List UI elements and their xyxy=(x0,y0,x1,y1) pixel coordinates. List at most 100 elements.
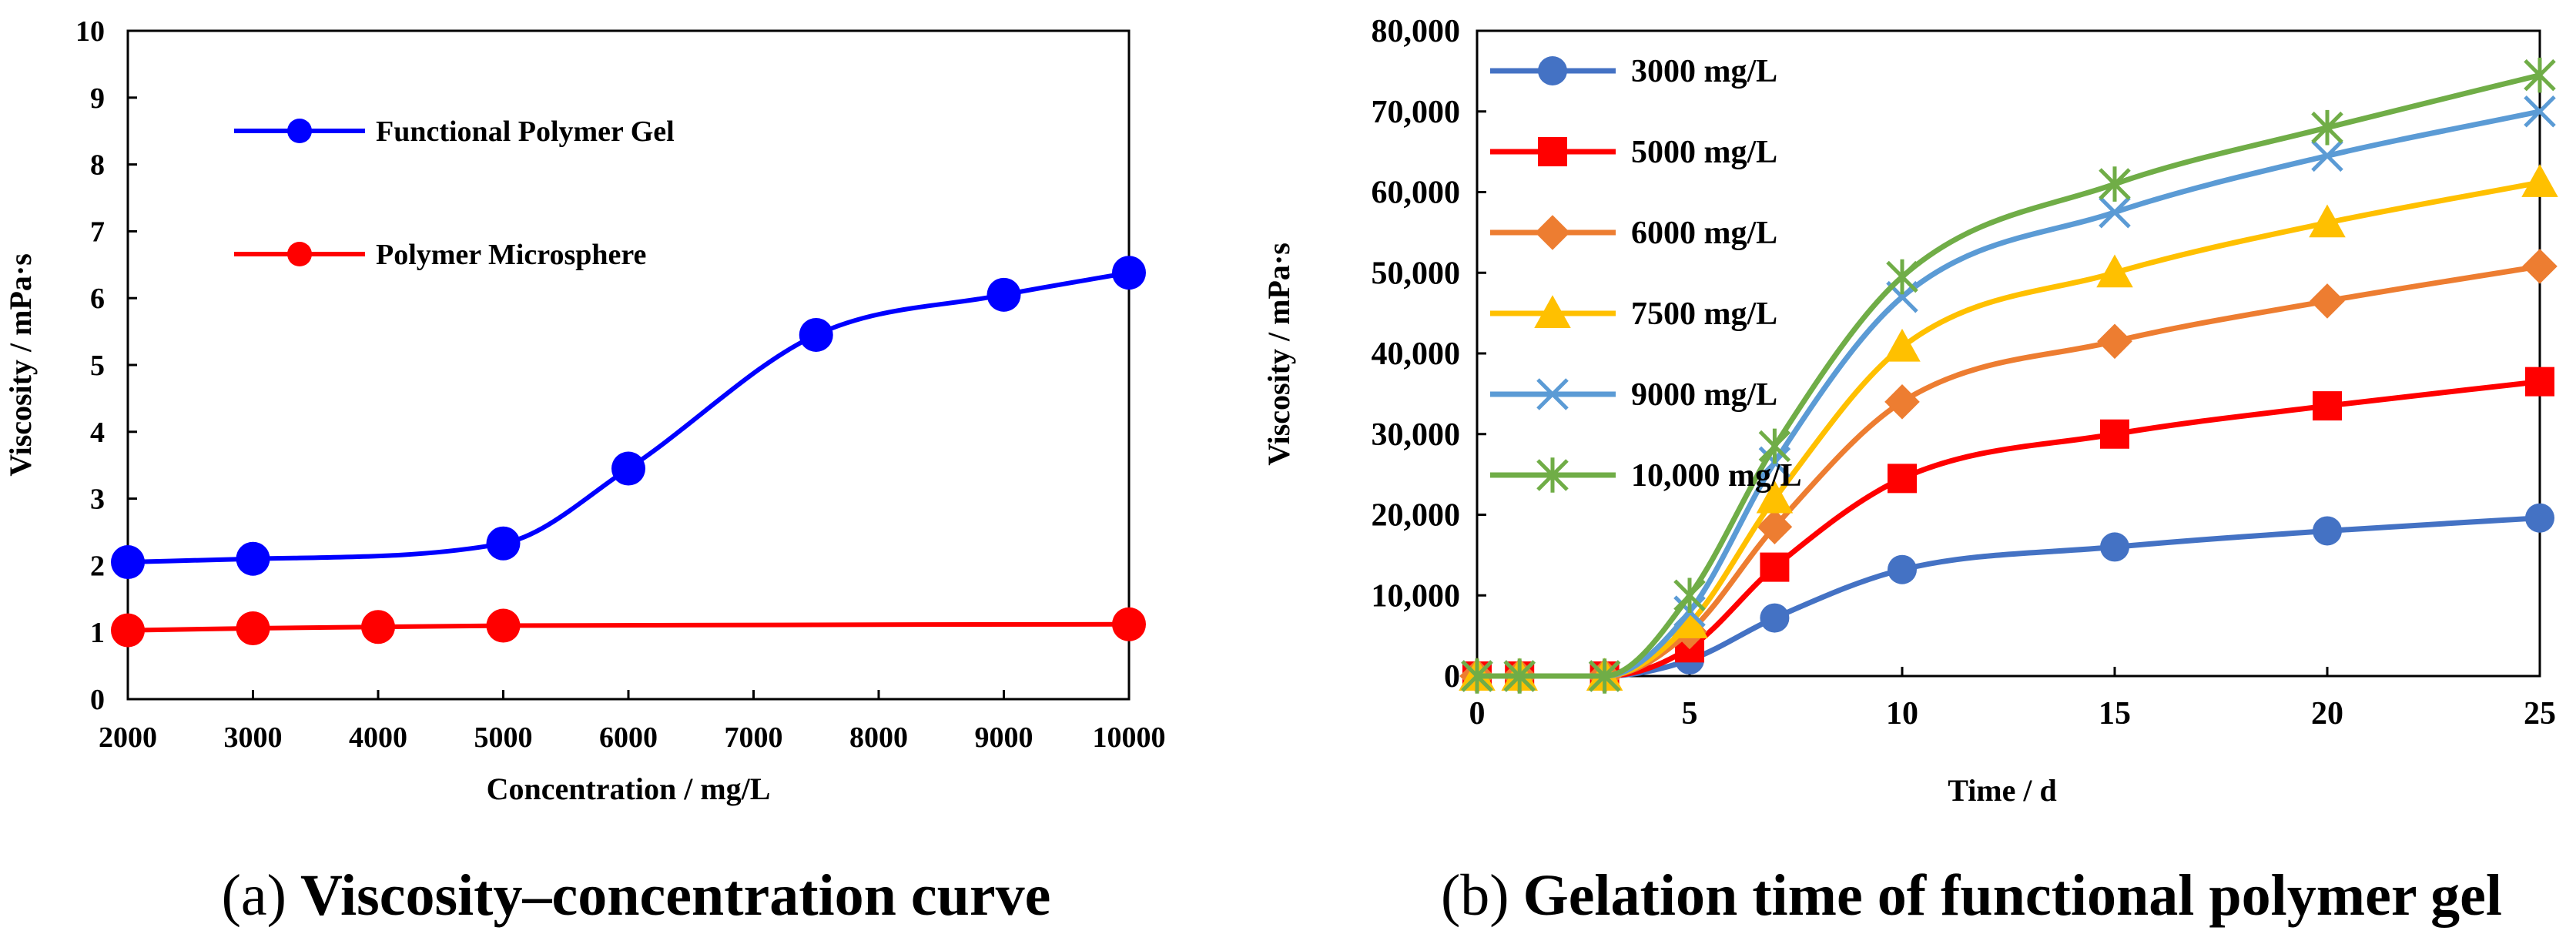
point-7500-mg-l-7 xyxy=(1756,480,1794,514)
chart-a-legend: Functional Polymer Gel Polymer Microspher… xyxy=(234,115,675,271)
chart-b-y-tick-70-000: 70,000 xyxy=(1372,95,1461,130)
chart-b-y-ticks: 0 10,000 20,000 30,000 40,000 50,000 60,000 70,… xyxy=(1372,14,1486,695)
point-10-000-mg-l-5 xyxy=(1673,577,1706,614)
point-polymer-microsphere-3000 xyxy=(236,611,270,645)
chart-a-y-tick-4: 4 xyxy=(90,417,105,449)
point-3000-mg-l-10 xyxy=(1888,554,1917,584)
legend-label-functional-polymer-gel: Functional Polymer Gel xyxy=(376,115,675,148)
chart-b-y-tick-50-000: 50,000 xyxy=(1372,256,1461,291)
point-3000-mg-l-15 xyxy=(2100,532,2129,562)
chart-a-x-tick-2000: 2000 xyxy=(99,721,157,754)
chart-b-x-tick-15: 15 xyxy=(2099,696,2131,731)
legend-label-3000-mg-l: 3000 mg/L xyxy=(1631,54,1777,89)
point-functional-polymer-gel-10000 xyxy=(1112,256,1146,290)
legend-label-polymer-microsphere: Polymer Microsphere xyxy=(376,239,646,271)
point-10-000-mg-l-10 xyxy=(1886,259,1918,295)
point-7500-mg-l-10 xyxy=(1884,328,1921,362)
legend-marker-polymer-microsphere xyxy=(287,242,312,266)
point-polymer-microsphere-4000 xyxy=(361,610,395,644)
point-3000-mg-l-25 xyxy=(2525,503,2554,533)
point-6000-mg-l-25 xyxy=(2522,249,2558,284)
chart-a-x-tick-9000: 9000 xyxy=(975,721,1033,754)
chart-b-x-ticks: 0 5 10 15 20 25 xyxy=(1469,667,2556,731)
point-functional-polymer-gel-2000 xyxy=(111,545,145,580)
chart-a-y-tick-2: 2 xyxy=(90,550,105,582)
chart-a-x-tick-10000: 10000 xyxy=(1093,721,1166,754)
point-9000-mg-l-15 xyxy=(2099,196,2131,229)
chart-a-y-tick-6: 6 xyxy=(90,283,105,315)
point-7500-mg-l-25 xyxy=(2521,164,2558,197)
point-functional-polymer-gel-9000 xyxy=(987,277,1021,312)
chart-b-plot-area xyxy=(1476,29,2541,678)
legend-label-7500-mg-l: 7500 mg/L xyxy=(1631,296,1777,332)
chart-a-y-ticks: 0 1 2 3 4 5 6 7 8 9 10 xyxy=(75,15,137,716)
chart-a-x-tick-3000: 3000 xyxy=(224,721,283,754)
point-10-000-mg-l-1 xyxy=(1503,658,1536,694)
chart-b-x-axis-label: Time / d xyxy=(1948,773,2057,808)
point-10-000-mg-l-3 xyxy=(1588,658,1621,694)
chart-a-x-ticks: 2000 3000 4000 5000 6000 7000 8000 9000 10000 xyxy=(99,690,1166,754)
chart-a-y-tick-3: 3 xyxy=(90,484,105,516)
legend-marker-9000-mg-l xyxy=(1536,378,1569,410)
point-5000-mg-l-25 xyxy=(2525,367,2554,397)
chart-a: 0 1 2 3 4 5 6 7 8 9 10 2000 3000 4000 5000 6000 7000 800… xyxy=(3,15,1166,928)
point-functional-polymer-gel-3000 xyxy=(236,541,270,576)
point-polymer-microsphere-2000 xyxy=(111,613,145,648)
chart-b-y-axis-label: Viscosity / mPa·s xyxy=(1261,243,1296,466)
chart-b-y-tick-0: 0 xyxy=(1444,659,1460,695)
chart-b-legend: 3000 mg/L 5000 mg/L 6000 mg/L 7500 mg/L 9000… xyxy=(1490,54,1802,494)
chart-a-x-tick-4000: 4000 xyxy=(349,721,407,754)
point-3000-mg-l-20 xyxy=(2313,516,2342,546)
legend-label-6000-mg-l: 6000 mg/L xyxy=(1631,216,1777,251)
chart-b: 0 10,000 20,000 30,000 40,000 50,000 60,000 70,… xyxy=(1261,14,2558,928)
legend-marker-7500-mg-l xyxy=(1534,295,1571,328)
point-10-000-mg-l-7 xyxy=(1758,428,1791,464)
chart-b-caption-title: Gelation time of functional polymer gel xyxy=(1523,863,2502,928)
point-10-000-mg-l-0 xyxy=(1461,658,1493,694)
legend-marker-5000-mg-l xyxy=(1538,137,1567,166)
chart-a-x-axis-label: Concentration / mg/L xyxy=(487,772,771,806)
point-6000-mg-l-10 xyxy=(1884,384,1920,420)
chart-a-x-tick-6000: 6000 xyxy=(599,721,658,754)
chart-a-y-tick-7: 7 xyxy=(90,216,105,248)
point-polymer-microsphere-5000 xyxy=(486,608,521,643)
chart-b-y-tick-30-000: 30,000 xyxy=(1372,417,1461,453)
chart-b-x-tick-5: 5 xyxy=(1682,696,1698,731)
chart-b-y-tick-20-000: 20,000 xyxy=(1372,498,1461,534)
legend-marker-10-000-mg-l xyxy=(1536,457,1569,493)
point-5000-mg-l-15 xyxy=(2100,419,2129,449)
legend-marker-6000-mg-l xyxy=(1535,215,1570,250)
point-9000-mg-l-25 xyxy=(2524,95,2556,128)
point-5000-mg-l-10 xyxy=(1888,464,1917,494)
point-3000-mg-l-7 xyxy=(1760,603,1790,633)
chart-a-y-tick-5: 5 xyxy=(90,350,105,382)
chart-a-series xyxy=(111,256,1146,648)
point-10-000-mg-l-25 xyxy=(2524,57,2556,93)
point-5000-mg-l-20 xyxy=(2313,391,2342,421)
point-polymer-microsphere-10000 xyxy=(1112,607,1146,641)
chart-a-y-tick-0: 0 xyxy=(90,684,105,716)
legend-marker-3000-mg-l xyxy=(1538,56,1567,85)
chart-b-y-tick-60-000: 60,000 xyxy=(1372,176,1461,211)
chart-a-y-tick-10: 10 xyxy=(75,15,105,48)
chart-a-y-axis-label: Viscosity / mPa·s xyxy=(3,253,38,477)
legend-label-9000-mg-l: 9000 mg/L xyxy=(1631,377,1777,413)
point-7500-mg-l-5 xyxy=(1671,605,1708,638)
point-6000-mg-l-20 xyxy=(2310,283,2345,319)
chart-a-y-tick-8: 8 xyxy=(90,149,105,182)
chart-b-x-tick-20: 20 xyxy=(2311,696,2343,731)
point-9000-mg-l-20 xyxy=(2311,139,2343,172)
chart-b-y-tick-10-000: 10,000 xyxy=(1372,578,1461,614)
chart-b-caption: (b) Gelation time of functional polymer g… xyxy=(1441,863,2502,928)
point-functional-polymer-gel-6000 xyxy=(611,451,645,486)
point-5000-mg-l-7 xyxy=(1760,552,1790,582)
chart-b-x-tick-25: 25 xyxy=(2524,696,2556,731)
chart-b-y-tick-40-000: 40,000 xyxy=(1372,336,1461,372)
point-10-000-mg-l-20 xyxy=(2311,109,2343,146)
legend-marker-functional-polymer-gel xyxy=(287,119,312,143)
point-7500-mg-l-15 xyxy=(2096,254,2133,288)
chart-a-caption-title: Viscosity–concentration curve xyxy=(300,863,1050,928)
legend-label-10-000-mg-l: 10,000 mg/L xyxy=(1631,458,1802,494)
point-10-000-mg-l-15 xyxy=(2099,166,2131,202)
